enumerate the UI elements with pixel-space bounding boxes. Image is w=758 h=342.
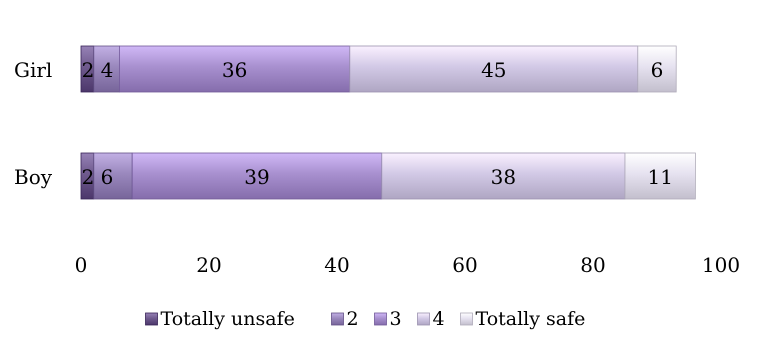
category-label-girl: Girl xyxy=(14,58,52,82)
legend-label: Totally unsafe xyxy=(161,308,295,330)
legend-swatch xyxy=(331,312,344,326)
data-label-boy-1: 2 xyxy=(82,165,95,189)
legend-label: Totally safe xyxy=(476,308,586,330)
legend-swatch xyxy=(374,312,387,326)
x-tick-label: 100 xyxy=(702,253,740,277)
legend-label: 4 xyxy=(433,308,445,330)
bar-segment-boy-3 xyxy=(131,152,383,200)
legend-label: 3 xyxy=(390,308,402,330)
data-label-girl-4: 45 xyxy=(481,58,506,82)
x-tick-label: 0 xyxy=(75,253,88,277)
data-label-girl-2: 4 xyxy=(101,58,114,82)
data-label-boy-3: 39 xyxy=(244,165,269,189)
bars-layer: 2 4 36 45 62 6 39 38 11 xyxy=(80,45,696,200)
x-tick-label: 80 xyxy=(580,253,605,277)
legend-label: 2 xyxy=(347,308,359,330)
category-labels: Girl Boy xyxy=(14,58,53,189)
x-tick-label: 40 xyxy=(324,253,349,277)
x-tick-label: 20 xyxy=(196,253,221,277)
data-label-boy-5: 11 xyxy=(647,165,672,189)
bar-segment-girl-2 xyxy=(93,45,120,93)
x-tick-label: 60 xyxy=(452,253,477,277)
data-label-girl-1: 2 xyxy=(82,58,95,82)
bar-segment-boy-2 xyxy=(93,152,133,200)
x-axis-ticks: 0 20 40 60 80 100 xyxy=(75,253,740,277)
data-label-girl-5: 6 xyxy=(651,58,664,82)
bar-segment-girl-5 xyxy=(637,45,677,93)
legend-swatch xyxy=(417,312,430,326)
data-label-boy-4: 38 xyxy=(491,165,516,189)
data-label-boy-2: 6 xyxy=(101,165,114,189)
legend-swatch xyxy=(460,312,473,326)
bar-segment-girl-4 xyxy=(349,45,639,93)
bar-segment-boy-5 xyxy=(624,152,696,200)
category-label-boy: Boy xyxy=(14,165,53,189)
data-label-girl-3: 36 xyxy=(222,58,247,82)
bar-segment-girl-3 xyxy=(119,45,351,93)
bar-segment-boy-4 xyxy=(381,152,626,200)
legend-swatch xyxy=(145,312,158,326)
legend: Totally unsafe 2 3 4 Totally safe xyxy=(145,308,586,330)
